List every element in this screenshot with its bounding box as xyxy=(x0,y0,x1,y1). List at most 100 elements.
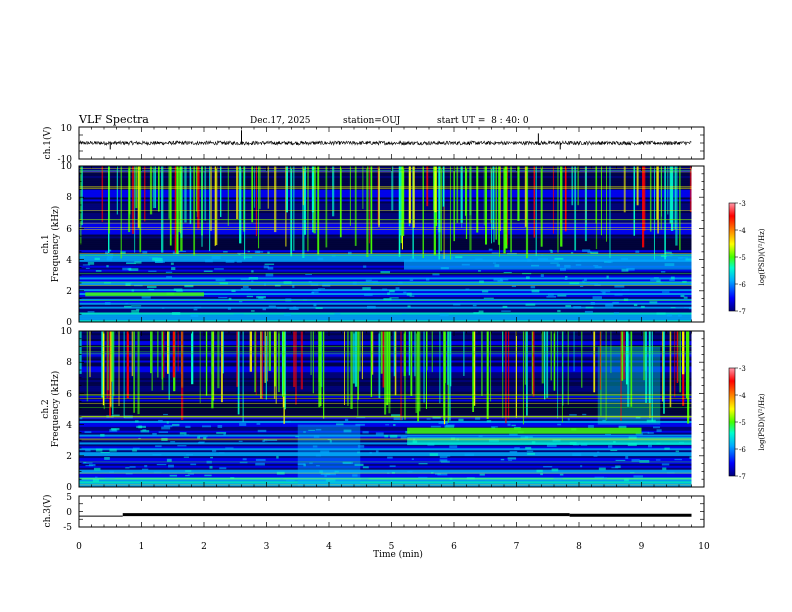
spec-speckle xyxy=(277,307,287,309)
spec-burst xyxy=(81,166,83,226)
spec-speckle xyxy=(621,257,628,260)
time-axis-tick-labels: 0 1 2 3 4 5 6 7 8 9 10 xyxy=(76,542,710,552)
spec-burst xyxy=(195,166,198,212)
spec-burst xyxy=(408,166,411,224)
spec-speckle xyxy=(316,465,320,467)
spec-speckle xyxy=(104,477,115,480)
spec-burst xyxy=(267,166,269,209)
spec-speckle xyxy=(493,278,503,281)
spec-burst xyxy=(623,166,626,213)
spec-speckle xyxy=(148,288,155,291)
spec-feature-band xyxy=(404,259,692,270)
spec-burst xyxy=(378,166,380,227)
spec-speckle xyxy=(357,445,365,448)
spec-speckle xyxy=(173,288,183,291)
spec-speckle xyxy=(660,270,666,273)
spec-speckle xyxy=(384,434,389,438)
spec-speckle xyxy=(205,259,213,263)
spec-band xyxy=(79,240,692,243)
ch2-spec-ylabel: ch.2 Frequency (kHz) xyxy=(41,371,61,448)
spec-burst xyxy=(552,166,554,234)
spec-speckle xyxy=(509,433,518,436)
spec-speckle xyxy=(385,424,390,426)
spec-burst xyxy=(260,331,262,399)
spec-speckle xyxy=(406,292,412,296)
spec-speckle xyxy=(132,447,140,450)
spec-burst xyxy=(268,331,271,371)
ch1-cb-tick-m6: -6 xyxy=(739,281,746,289)
spec-band xyxy=(79,308,692,311)
spec-burst xyxy=(663,331,665,414)
spec-speckle xyxy=(531,289,540,293)
spec-speckle xyxy=(216,431,227,434)
spec-speckle xyxy=(85,449,91,452)
spec-burst xyxy=(463,331,465,376)
spec-speckle xyxy=(449,445,458,448)
spec-band xyxy=(79,440,692,443)
spec-speckle xyxy=(292,284,295,288)
spec-speckle xyxy=(511,285,517,288)
spec-burst xyxy=(667,166,669,215)
spec-speckle xyxy=(125,302,129,305)
spec-speckle xyxy=(598,467,606,471)
spec-band xyxy=(79,479,692,482)
spec-speckle xyxy=(650,278,657,282)
spec-speckle xyxy=(497,280,504,283)
spec-speckle xyxy=(223,251,228,253)
spec-speckle xyxy=(106,265,109,268)
spec-speckle xyxy=(389,297,399,299)
spec-burst xyxy=(193,166,196,256)
spec-speckle xyxy=(186,453,194,456)
spec-speckle xyxy=(197,442,204,444)
spec-speckle xyxy=(646,419,656,423)
spec-speckle xyxy=(500,458,505,461)
spec-band xyxy=(79,265,692,268)
spec-speckle xyxy=(525,303,536,306)
spec-speckle xyxy=(214,268,224,270)
spec-band xyxy=(79,286,692,290)
spec-speckle xyxy=(400,436,407,439)
spec-burst xyxy=(410,331,413,396)
spec-burst xyxy=(400,166,402,236)
spec-speckle xyxy=(554,257,564,260)
spec-speckle xyxy=(352,281,357,285)
spec-speckle xyxy=(680,294,685,298)
spec-speckle xyxy=(94,476,98,480)
spec-burst xyxy=(302,166,305,206)
spec-burst xyxy=(417,331,420,422)
spec-speckle xyxy=(324,474,327,477)
spec-burst xyxy=(139,166,142,253)
spec-speckle xyxy=(362,466,369,469)
spec-band xyxy=(79,477,692,480)
spec-band xyxy=(79,306,692,309)
spec-band xyxy=(79,469,692,472)
spec-speckle xyxy=(614,285,625,288)
spec-band xyxy=(79,183,692,186)
spec-speckle xyxy=(256,295,266,299)
spec-burst xyxy=(643,331,645,381)
spec-speckle xyxy=(403,291,407,294)
spec-speckle xyxy=(158,419,163,423)
ch2-cb-tick-m4: -4 xyxy=(739,392,746,400)
spec-burst xyxy=(273,331,276,399)
spec-speckle xyxy=(401,313,407,315)
spec-speckle xyxy=(475,258,483,261)
spec-speckle xyxy=(584,310,593,314)
spec-band xyxy=(79,253,692,256)
spec-burst xyxy=(408,331,410,376)
spec-burst xyxy=(274,166,277,233)
spec-burst xyxy=(491,166,492,244)
spec-burst xyxy=(653,166,655,260)
time-axis-label: Time (min) xyxy=(373,549,423,560)
spec-speckle xyxy=(446,455,451,457)
spec-burst xyxy=(249,331,252,372)
spec-speckle xyxy=(141,468,149,471)
spec-speckle xyxy=(219,452,225,454)
spec-speckle xyxy=(588,425,594,428)
spec-speckle xyxy=(92,479,100,482)
spec-speckle xyxy=(653,277,659,279)
spec-burst xyxy=(339,166,342,238)
spec-burst xyxy=(444,331,446,383)
spec-speckle xyxy=(100,433,105,437)
spec-band xyxy=(79,236,692,239)
